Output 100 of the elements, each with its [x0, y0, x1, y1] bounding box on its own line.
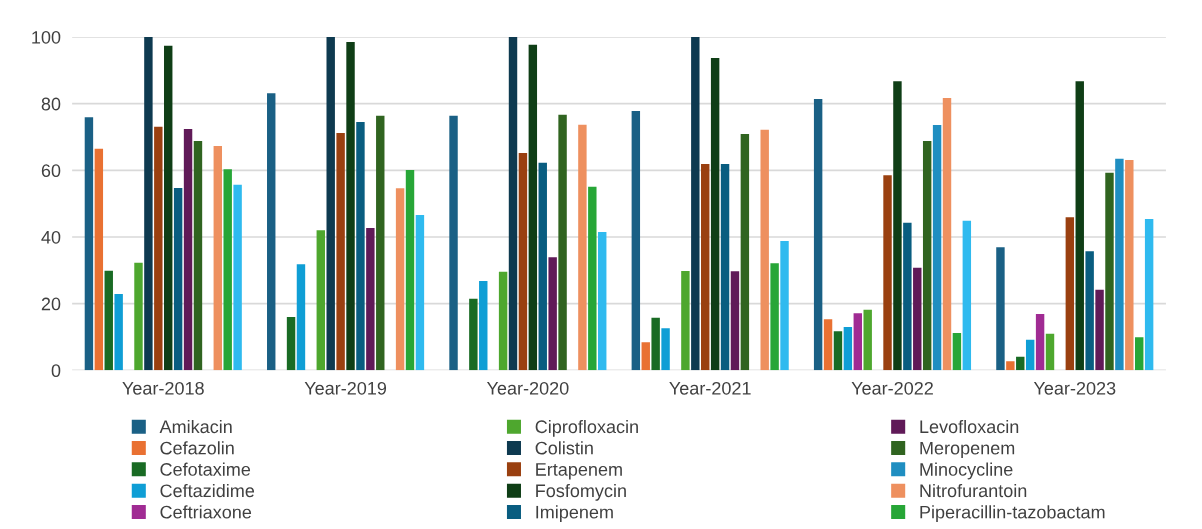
bar	[691, 37, 700, 371]
legend-label: Ciprofloxacin	[535, 419, 638, 437]
bar	[233, 184, 242, 371]
bar	[651, 317, 660, 371]
legend-label: Fosfomycin	[536, 483, 626, 501]
bar	[588, 186, 597, 371]
bar	[1025, 339, 1035, 371]
x-tick-label: Year-2022	[851, 381, 933, 395]
bar	[893, 81, 902, 371]
bar	[1135, 337, 1144, 371]
bar	[154, 126, 163, 371]
bar	[1144, 219, 1154, 371]
bar	[144, 37, 153, 371]
bar	[296, 264, 306, 371]
bar	[760, 129, 769, 371]
bar	[883, 175, 892, 371]
bar	[104, 270, 113, 371]
bar	[631, 111, 641, 371]
bar	[213, 146, 222, 371]
bar	[134, 262, 143, 371]
bar	[833, 331, 843, 371]
bar	[558, 114, 567, 371]
y-tick-label: 40	[41, 230, 61, 244]
bar	[770, 263, 779, 371]
x-tick-label: Year-2020	[486, 381, 569, 395]
legend-label: Imipenem	[536, 505, 613, 523]
bar	[366, 227, 375, 371]
bar	[1065, 217, 1075, 371]
bar	[356, 122, 365, 371]
bar	[740, 134, 750, 371]
x-tick-label: Year-2023	[1033, 381, 1116, 395]
bar	[346, 42, 355, 371]
bar	[1105, 172, 1114, 371]
bar	[498, 271, 508, 371]
legend-label: Ceftazidime	[160, 483, 255, 498]
bar	[376, 115, 385, 371]
bar	[843, 326, 853, 371]
y-tick-label: 0	[51, 364, 61, 378]
legend-label: Amikacin	[159, 419, 232, 434]
bar	[932, 125, 942, 371]
bar	[114, 293, 123, 371]
bar	[528, 44, 538, 371]
legend-label: Piperacillin-tazobactam	[920, 505, 1105, 523]
y-tick-label: 60	[41, 164, 61, 178]
bar	[193, 141, 203, 371]
bar	[84, 117, 94, 371]
bar	[415, 215, 425, 371]
legend-label: Ertapenem	[536, 463, 622, 480]
bar	[922, 141, 932, 371]
legend-label: Ceftriaxone	[160, 505, 252, 519]
bar	[1125, 160, 1134, 371]
legend-label: Nitrofurantoin	[920, 483, 1027, 498]
bar	[681, 270, 690, 371]
bar	[730, 271, 740, 371]
bar	[479, 280, 488, 371]
bar	[1016, 356, 1025, 371]
x-tick-label: Year-2018	[122, 381, 204, 395]
bar	[701, 164, 710, 371]
bar	[267, 93, 276, 371]
bar	[710, 58, 720, 371]
bar	[1115, 158, 1124, 371]
bar	[952, 332, 962, 371]
bar	[942, 98, 952, 371]
bar	[1085, 251, 1094, 371]
bar	[813, 99, 823, 371]
bar	[661, 328, 670, 371]
bar	[996, 247, 1005, 371]
bar	[1075, 81, 1084, 371]
bar	[780, 240, 789, 371]
bar	[720, 164, 730, 371]
bar	[641, 342, 650, 371]
legend-label: Minocycline	[920, 462, 1013, 480]
bar	[518, 153, 528, 371]
bar	[173, 188, 183, 371]
bar	[962, 220, 972, 371]
x-tick-label: Year-2021	[669, 381, 751, 395]
legend-label: Cefazolin	[160, 441, 234, 455]
bar	[1095, 289, 1104, 371]
bar	[853, 313, 862, 371]
bar	[94, 148, 104, 371]
bar	[449, 115, 458, 371]
bar	[823, 319, 833, 371]
bar	[405, 170, 415, 371]
bar	[538, 162, 547, 371]
y-tick-label: 100	[32, 30, 61, 44]
legend-label: Levofloxacin	[920, 419, 1019, 434]
bar	[316, 230, 326, 371]
y-tick-label: 20	[41, 297, 61, 311]
bar	[164, 45, 173, 371]
bar	[395, 188, 405, 371]
bar	[578, 124, 587, 371]
legend-label: Cefotaxime	[160, 462, 251, 476]
bar	[183, 129, 193, 371]
bar	[863, 309, 872, 371]
legend-label: Colistin	[535, 441, 593, 455]
bar	[286, 316, 296, 371]
x-tick-label: Year-2019	[304, 381, 387, 395]
bar	[326, 37, 335, 371]
bar	[223, 169, 232, 371]
bar	[548, 257, 557, 371]
